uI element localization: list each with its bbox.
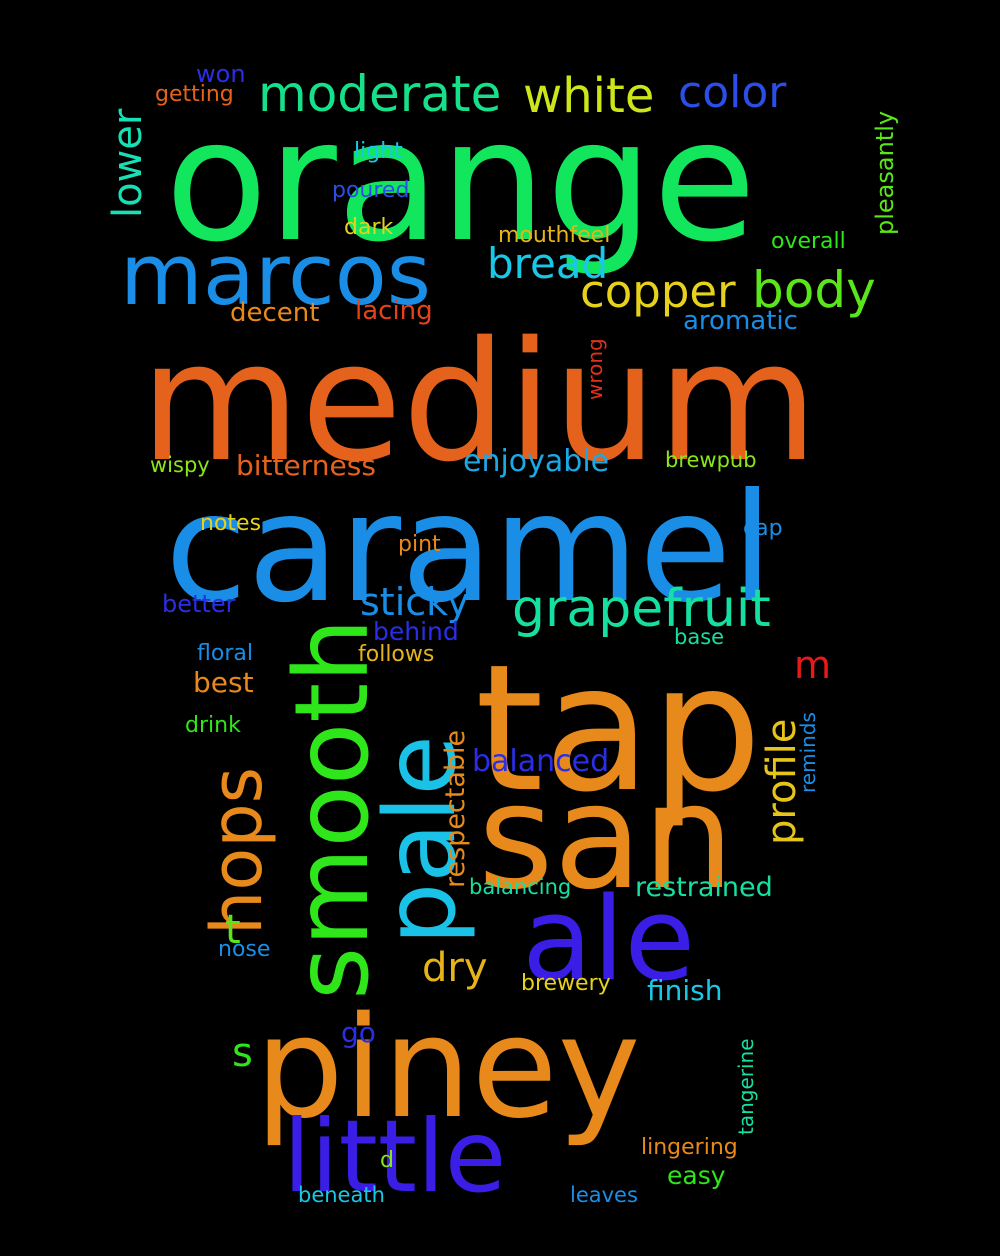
word-dark: dark: [344, 215, 394, 241]
word-poured: poured: [332, 178, 410, 204]
word-little: little: [283, 1098, 507, 1215]
word-ale: ale: [522, 872, 696, 1007]
word-t: t: [225, 906, 241, 953]
word-better: better: [162, 589, 236, 618]
word-m: m: [794, 643, 832, 688]
word-aromatic: aromatic: [683, 306, 798, 337]
word-pint: pint: [398, 532, 441, 558]
word-go: go: [341, 1015, 376, 1049]
word-pleasantly: pleasantly: [871, 110, 899, 235]
word-white: white: [523, 67, 655, 124]
word-decent: decent: [230, 298, 320, 329]
word-bitterness: bitterness: [236, 448, 376, 482]
word-wispy: wispy: [150, 453, 210, 478]
word-piney: piney: [255, 986, 641, 1150]
word-copper: copper: [580, 264, 736, 318]
word-marcos: marcos: [120, 226, 431, 326]
word-reminds: reminds: [796, 712, 820, 793]
word-cap: cap: [743, 516, 783, 542]
word-grapefruit: grapefruit: [512, 579, 771, 640]
word-overall: overall: [771, 229, 846, 255]
word-caramel: caramel: [165, 462, 774, 636]
word-best: best: [193, 665, 254, 699]
word-follows: follows: [358, 642, 435, 668]
word-orange: orange: [165, 83, 757, 280]
word-san: san: [478, 752, 735, 922]
word-easy: easy: [667, 1161, 726, 1190]
word-brewery: brewery: [521, 971, 611, 997]
word-enjoyable: enjoyable: [463, 444, 610, 480]
word-lingering: lingering: [641, 1135, 738, 1161]
word-s: s: [232, 1029, 253, 1076]
word-beneath: beneath: [298, 1183, 385, 1208]
word-tangerine: tangerine: [734, 1038, 758, 1135]
word-nose: nose: [218, 937, 271, 963]
word-medium: medium: [140, 305, 819, 498]
word-balanced: balanced: [472, 744, 610, 780]
word-behind: behind: [373, 617, 459, 646]
word-lacing: lacing: [355, 296, 433, 327]
word-brewpub: brewpub: [665, 448, 757, 473]
word-notes: notes: [200, 511, 262, 537]
word-lower: lower: [105, 108, 151, 218]
word-light: light: [354, 139, 403, 165]
word-getting: getting: [155, 82, 234, 108]
word-tap: tap: [475, 628, 762, 831]
word-balancing: balancing: [469, 875, 572, 900]
word-restrained: restrained: [635, 872, 773, 904]
word-bread: bread: [487, 239, 609, 289]
word-wrong: wrong: [583, 338, 607, 400]
word-dry: dry: [422, 944, 488, 991]
word-d: d: [380, 1148, 394, 1174]
word-mouthfeel: mouthfeel: [498, 223, 611, 249]
word-won: won: [196, 59, 246, 88]
word-finish: finish: [647, 973, 723, 1007]
word-respectable: respectable: [440, 729, 471, 888]
word-drink: drink: [185, 713, 241, 739]
word-base: base: [674, 625, 725, 650]
word-leaves: leaves: [570, 1183, 638, 1208]
word-floral: floral: [197, 641, 253, 667]
word-color: color: [678, 66, 787, 118]
word-sticky: sticky: [360, 580, 470, 625]
word-body: body: [752, 261, 876, 319]
word-moderate: moderate: [258, 65, 502, 123]
